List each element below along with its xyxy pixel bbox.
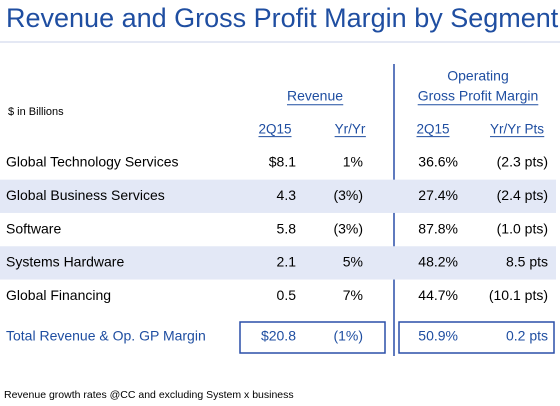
cell: 44.7% bbox=[418, 287, 458, 303]
cell: 87.8% bbox=[418, 220, 458, 236]
cell: 0.5 bbox=[277, 287, 297, 303]
footnote: Revenue growth rates @CC and excluding S… bbox=[4, 389, 294, 401]
group-header: Gross Profit Margin bbox=[418, 88, 539, 104]
cell: 48.2% bbox=[418, 254, 458, 270]
cell: (2.4 pts) bbox=[497, 187, 548, 203]
units-note: $ in Billions bbox=[8, 106, 64, 118]
total-cell: 0.2 pts bbox=[506, 328, 548, 344]
cell: (1.0 pts) bbox=[497, 220, 548, 236]
row-label: Global Technology Services bbox=[6, 154, 179, 170]
column-header: 2Q15 bbox=[416, 122, 449, 137]
row-label: Global Business Services bbox=[6, 187, 165, 203]
group-header: Revenue bbox=[287, 88, 343, 104]
group-header: Operating bbox=[447, 68, 508, 84]
total-cell: (1%) bbox=[333, 328, 363, 344]
cell: 1% bbox=[343, 154, 363, 170]
column-header: Yr/Yr bbox=[335, 122, 366, 137]
cell: 27.4% bbox=[418, 187, 458, 203]
column-header: Yr/Yr Pts bbox=[490, 122, 544, 137]
total-box bbox=[239, 321, 386, 354]
total-label: Total Revenue & Op. GP Margin bbox=[6, 328, 206, 344]
cell: 5% bbox=[343, 254, 363, 270]
cell: 5.8 bbox=[277, 220, 297, 236]
cell: (3%) bbox=[333, 187, 363, 203]
row-band bbox=[0, 179, 556, 213]
total-cell: $20.8 bbox=[261, 328, 296, 344]
cell: 4.3 bbox=[277, 187, 297, 203]
cell: (10.1 pts) bbox=[489, 287, 548, 303]
cell: (2.3 pts) bbox=[497, 154, 548, 170]
total-cell: 50.9% bbox=[418, 328, 458, 344]
cell: 36.6% bbox=[418, 154, 458, 170]
row-label: Software bbox=[6, 220, 61, 236]
slide-title: Revenue and Gross Profit Margin by Segme… bbox=[6, 3, 559, 33]
row-label: Global Financing bbox=[6, 287, 111, 303]
cell: $8.1 bbox=[269, 154, 296, 170]
cell: 2.1 bbox=[277, 254, 297, 270]
cell: 8.5 pts bbox=[506, 254, 548, 270]
cell: 7% bbox=[343, 287, 363, 303]
row-band bbox=[0, 246, 556, 280]
row-label: Systems Hardware bbox=[6, 254, 124, 270]
cell: (3%) bbox=[333, 220, 363, 236]
total-box bbox=[398, 321, 555, 354]
column-header: 2Q15 bbox=[258, 122, 291, 137]
table: Revenue Operating Gross Profit Margin 2Q15 Y… bbox=[0, 68, 556, 354]
